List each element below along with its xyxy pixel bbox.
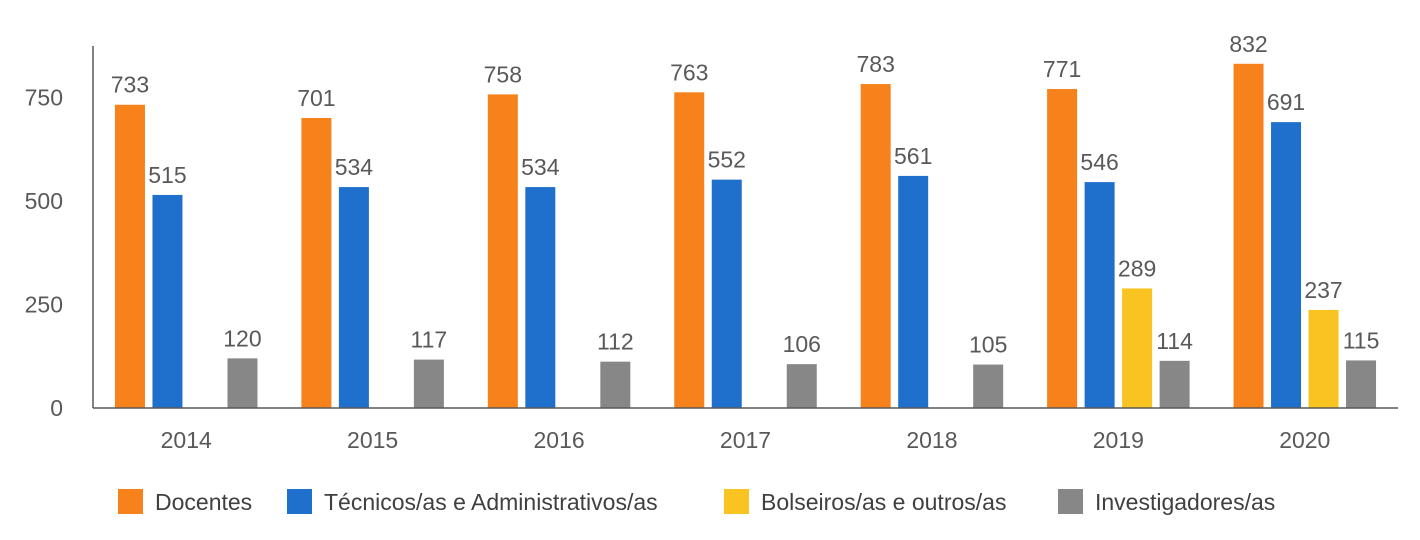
data-label: 534: [521, 154, 560, 180]
data-label: 534: [335, 154, 374, 180]
bars: [114, 63, 1377, 409]
y-tick-label: 0: [50, 395, 63, 421]
data-label: 120: [223, 325, 261, 351]
bar: [1122, 288, 1153, 408]
data-label: 783: [856, 51, 894, 77]
legend-swatch: [287, 489, 312, 514]
x-tick-label: 2016: [533, 427, 584, 453]
y-tick-label: 250: [25, 292, 63, 318]
data-labels: 733 515 120 701 534 117 758 534 112 763 552 106 783 5…: [111, 31, 1380, 358]
bar: [525, 187, 556, 408]
x-tick-label: 2019: [1093, 427, 1144, 453]
data-label: 552: [708, 147, 746, 173]
data-label: 115: [1343, 327, 1380, 353]
data-label: 105: [969, 332, 1007, 358]
y-tick-label: 500: [25, 188, 63, 214]
x-tick-label: 2015: [347, 427, 398, 453]
data-label: 758: [484, 61, 522, 87]
data-label: 237: [1304, 277, 1342, 303]
x-tick-label: 2014: [161, 427, 212, 453]
bar: [487, 94, 518, 408]
legend-label: Investigadores/as: [1095, 489, 1275, 515]
legend: Docentes Técnicos/as e Administrativos/as…: [118, 489, 1275, 515]
bar: [674, 92, 705, 408]
x-tick-label: 2020: [1279, 427, 1330, 453]
bar: [1047, 89, 1078, 409]
bar: [227, 358, 258, 408]
data-label: 561: [894, 143, 932, 169]
bar: [600, 361, 631, 408]
x-tick-label: 2018: [906, 427, 957, 453]
legend-label: Docentes: [155, 489, 252, 515]
bar: [973, 364, 1004, 408]
bar: [301, 117, 332, 409]
bar: [898, 175, 929, 408]
data-label: 114: [1156, 328, 1193, 354]
y-tick-label: 750: [25, 85, 63, 111]
data-label: 832: [1229, 31, 1267, 57]
bar: [1308, 309, 1339, 408]
bar: [413, 359, 444, 408]
data-label: 546: [1080, 149, 1118, 175]
bar: [1159, 360, 1190, 408]
bar: [338, 187, 369, 408]
legend-swatch: [724, 489, 749, 514]
x-axis-ticks: 2014 2015 2016 2017 2018 2019 2020: [161, 427, 1331, 453]
data-label: 763: [670, 59, 708, 85]
bar: [1271, 122, 1302, 409]
legend-label: Técnicos/as e Administrativos/as: [324, 489, 658, 515]
bar: [860, 84, 891, 409]
legend-swatch: [118, 489, 143, 514]
y-axis-ticks: 0 250 500 750: [25, 85, 63, 421]
data-label: 771: [1043, 56, 1081, 82]
bar: [114, 104, 145, 408]
bar: [786, 364, 817, 408]
bar: [1233, 63, 1264, 409]
data-label: 106: [783, 331, 821, 357]
legend-label: Bolseiros/as e outros/as: [761, 489, 1006, 515]
data-label: 691: [1267, 89, 1305, 115]
data-label: 289: [1118, 255, 1156, 281]
data-label: 733: [111, 72, 149, 98]
data-label: 117: [411, 327, 448, 353]
bar: [1084, 182, 1115, 408]
bar: [711, 179, 742, 408]
data-label: 112: [597, 329, 634, 355]
data-label: 701: [297, 85, 335, 111]
legend-swatch: [1058, 489, 1083, 514]
bar: [1346, 360, 1377, 408]
data-label: 515: [148, 162, 186, 188]
bar: [152, 194, 183, 408]
x-tick-label: 2017: [720, 427, 771, 453]
